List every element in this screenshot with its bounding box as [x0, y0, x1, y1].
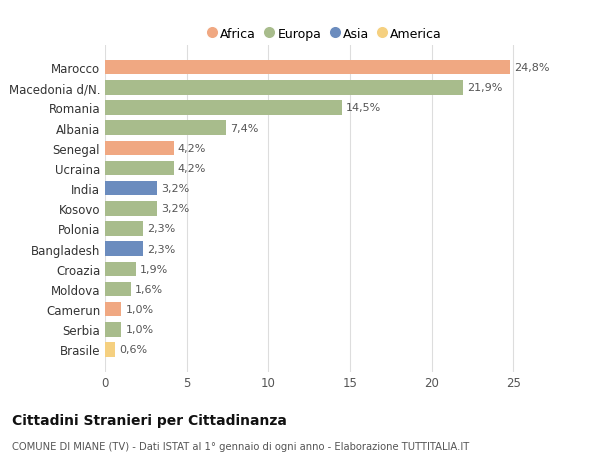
- Bar: [105, 342, 115, 357]
- Bar: [105, 61, 510, 75]
- Text: 1,0%: 1,0%: [125, 325, 154, 335]
- Text: 2,3%: 2,3%: [146, 224, 175, 234]
- Legend: Africa, Europa, Asia, America: Africa, Europa, Asia, America: [205, 24, 446, 45]
- Text: 3,2%: 3,2%: [161, 184, 190, 194]
- Bar: [105, 242, 143, 256]
- Bar: [105, 162, 173, 176]
- Text: Cittadini Stranieri per Cittadinanza: Cittadini Stranieri per Cittadinanza: [12, 414, 287, 428]
- Text: 21,9%: 21,9%: [467, 83, 502, 93]
- Text: 1,9%: 1,9%: [140, 264, 169, 274]
- Bar: [105, 202, 157, 216]
- Text: 24,8%: 24,8%: [514, 63, 550, 73]
- Bar: [105, 262, 136, 276]
- Text: 1,6%: 1,6%: [135, 285, 163, 294]
- Text: 4,2%: 4,2%: [178, 163, 206, 174]
- Bar: [105, 101, 342, 116]
- Text: 7,4%: 7,4%: [230, 123, 259, 133]
- Text: 2,3%: 2,3%: [146, 244, 175, 254]
- Bar: [105, 322, 121, 337]
- Bar: [105, 222, 143, 236]
- Text: 1,0%: 1,0%: [125, 304, 154, 314]
- Text: COMUNE DI MIANE (TV) - Dati ISTAT al 1° gennaio di ogni anno - Elaborazione TUTT: COMUNE DI MIANE (TV) - Dati ISTAT al 1° …: [12, 441, 469, 451]
- Text: 4,2%: 4,2%: [178, 144, 206, 153]
- Bar: [105, 181, 157, 196]
- Bar: [105, 141, 173, 156]
- Text: 0,6%: 0,6%: [119, 345, 147, 355]
- Bar: [105, 81, 463, 95]
- Text: 14,5%: 14,5%: [346, 103, 381, 113]
- Bar: [105, 121, 226, 135]
- Bar: [105, 282, 131, 297]
- Bar: [105, 302, 121, 317]
- Text: 3,2%: 3,2%: [161, 204, 190, 214]
